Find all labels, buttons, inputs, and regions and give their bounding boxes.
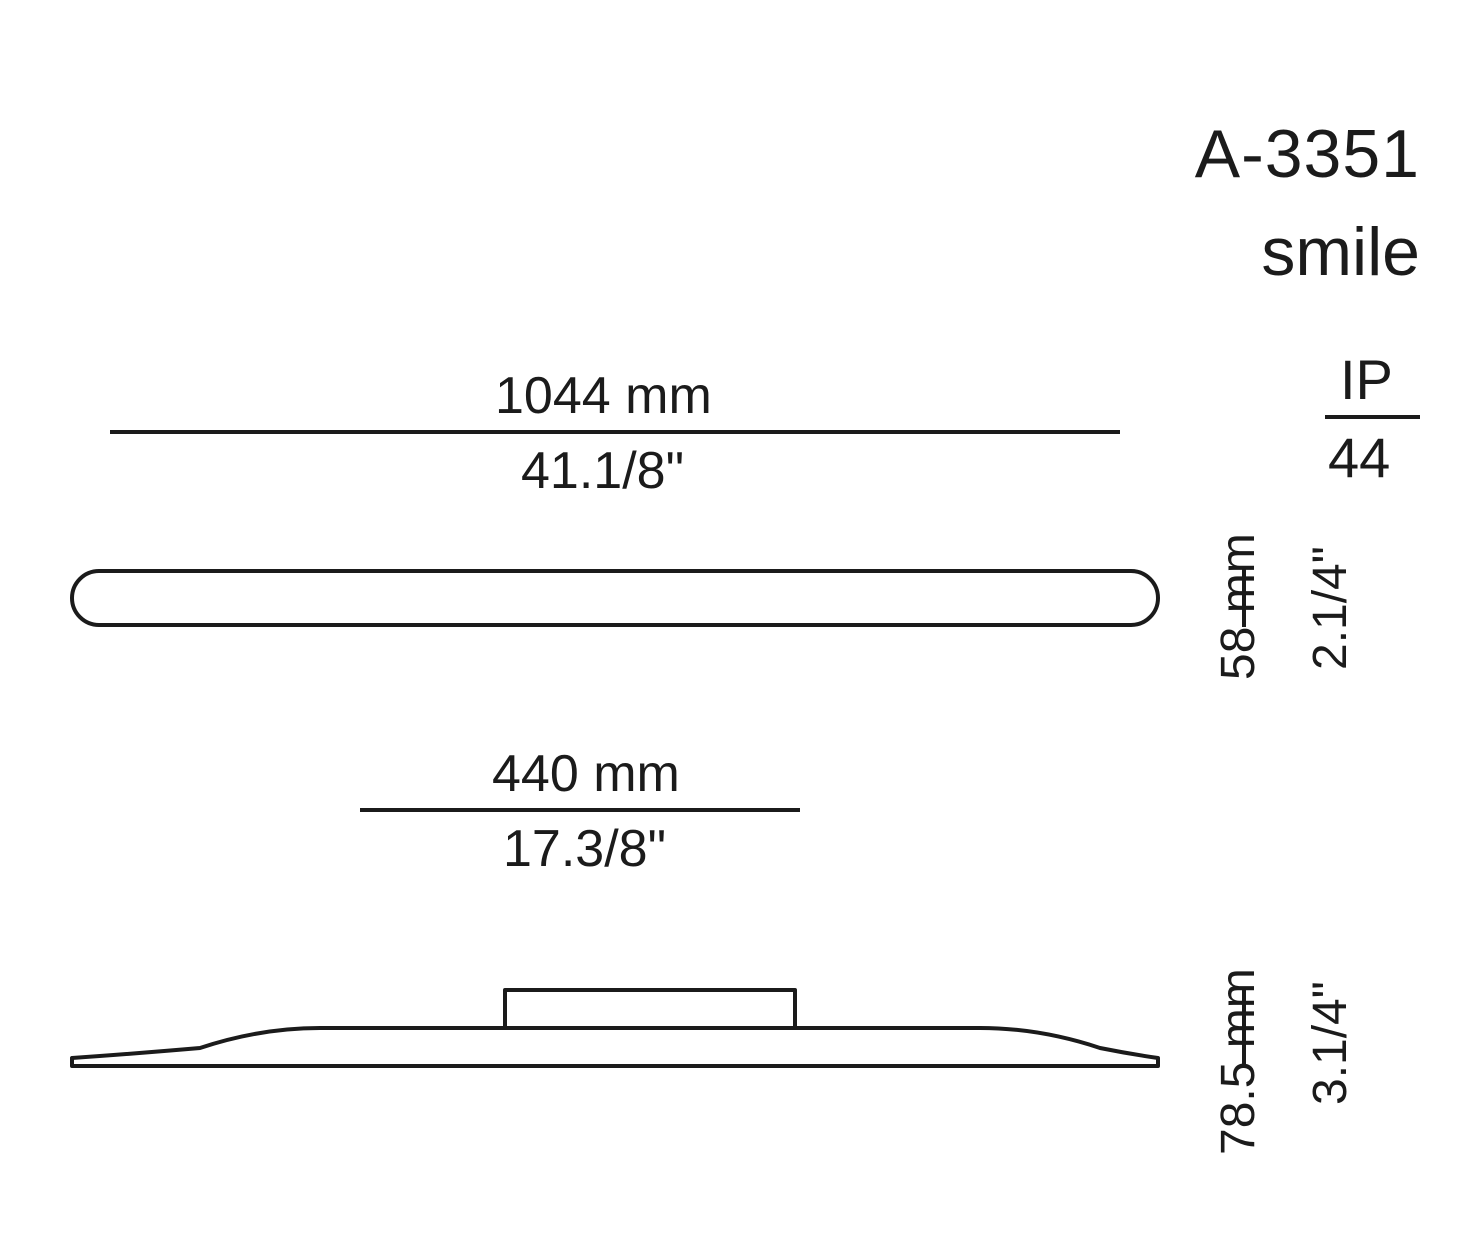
depth-in: 3.1/4" [1307,981,1355,1105]
model-number: A-3351 [1195,120,1420,188]
depth-bar [1242,988,1246,1066]
ip-rule [1325,415,1420,419]
side-view-shape [70,988,1160,1070]
height-bar [1242,569,1246,627]
ip-label-bottom: 44 [1328,430,1390,486]
depth-mm: 78.5 mm [1215,968,1263,1155]
mount-in: 17.3/8" [503,823,666,875]
product-name: smile [1261,218,1420,286]
technical-drawing: A-3351 smile IP 44 1044 mm 41.1/8" 58 mm… [0,0,1480,1233]
front-view-shape [70,569,1160,627]
mount-mm: 440 mm [492,748,680,800]
ip-label-top: IP [1340,352,1393,408]
width-mm: 1044 mm [495,370,712,422]
width-in: 41.1/8" [521,445,684,497]
height-mm: 58 mm [1215,533,1263,680]
mount-rule [360,808,800,812]
width-rule [110,430,1120,434]
height-in: 2.1/4" [1307,546,1355,670]
